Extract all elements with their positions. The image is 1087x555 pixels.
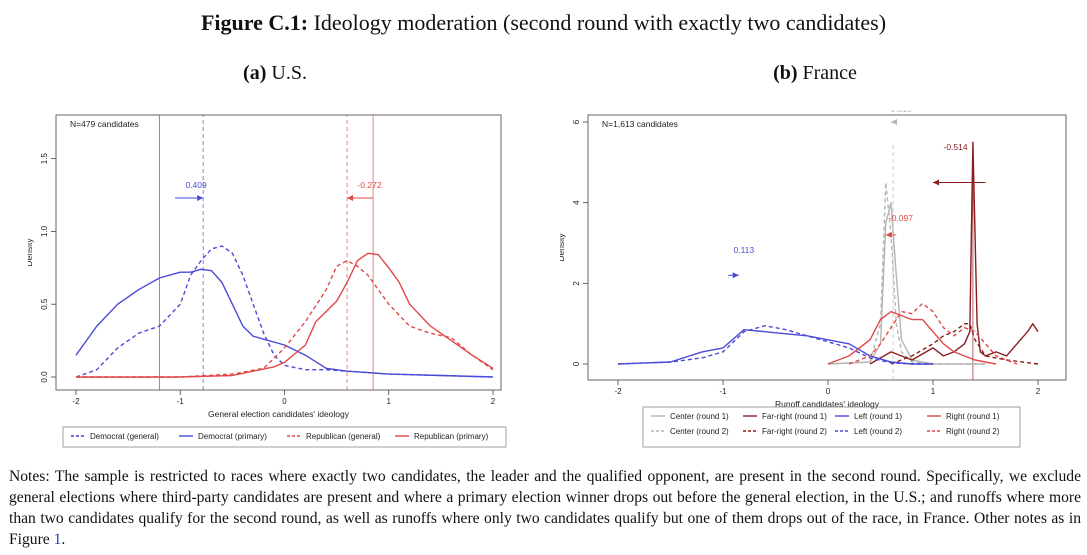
x-tick-label: 0: [282, 397, 287, 406]
y-tick-label: 6: [572, 119, 581, 124]
shift-arrowhead-2: [891, 119, 897, 125]
x-tick-label: 1: [387, 397, 392, 406]
plot-frame: [55, 114, 502, 391]
y-axis-label: Density: [560, 233, 566, 262]
notes-end: .: [61, 531, 66, 548]
series-left-round-2: [617, 325, 933, 365]
shift-arrowhead-2: [347, 194, 354, 201]
shift-label-4: -0.514: [944, 142, 968, 152]
figure-label: Figure C.1:: [200, 10, 309, 35]
legend-box: [642, 406, 1021, 448]
x-tick-label: 0: [826, 387, 831, 396]
series-democrat-general: [75, 245, 494, 378]
legend-label-center-round-2: Center (round 2): [670, 427, 729, 436]
panel-a-title: (a) U.S.: [140, 62, 410, 85]
y-tick-label: 4: [572, 200, 581, 205]
legend-label-republican-primary: Republican (primary): [414, 432, 489, 441]
series-right-round-1: [827, 310, 997, 365]
series-far-right-round-1: [869, 141, 1039, 365]
legend-label-left-round-2: Left (round 2): [854, 427, 902, 436]
shift-label-2: -0.272: [357, 180, 381, 190]
chart-france: N=1,613 candidates -2 -1 0 1 2 0 2 4 6 Runoff cand…: [560, 110, 1067, 448]
x-tick-label: -1: [177, 397, 185, 406]
legend-label-republican-general: Republican (general): [306, 432, 381, 441]
series-center-round-1: [827, 202, 986, 365]
x-tick-label: 1: [931, 387, 936, 396]
x-axis-label: General election candidates' ideology: [208, 409, 350, 419]
x-tick-label: -2: [614, 387, 622, 396]
legend-label-democrat-general: Democrat (general): [90, 432, 159, 441]
series-left-round-1: [617, 329, 933, 365]
x-tick-label: 2: [1036, 387, 1041, 396]
panel-a-name: U.S.: [271, 62, 307, 84]
x-tick-label: -2: [72, 397, 80, 406]
figure-title-text: Ideology moderation (second round with e…: [313, 10, 887, 35]
series-right-round-2: [848, 302, 1018, 365]
series-republican-general: [76, 259, 494, 378]
panel-a-label: (a): [243, 62, 267, 84]
notes-text: Notes: The sample is restricted to races…: [9, 468, 1081, 548]
x-axis-label: Runoff candidates' ideology: [775, 399, 880, 409]
x-tick-label: 2: [491, 397, 496, 406]
figure-notes: Notes: The sample is restricted to races…: [9, 466, 1081, 550]
legend-box: [62, 426, 507, 448]
panel-b-label: (b): [773, 62, 798, 84]
legend-label-democrat-primary: Democrat (primary): [198, 432, 267, 441]
shift-label-3: -0.097: [889, 213, 913, 223]
series-democrat-primary: [75, 268, 494, 378]
shift-label-2: -0.019: [888, 110, 912, 114]
sample-size-label: N=479 candidates: [70, 119, 139, 129]
figure-title: Figure C.1: Ideology moderation (second …: [0, 10, 1087, 36]
shift-label-1: 0.409: [185, 180, 207, 190]
notes-figure-ref[interactable]: 1: [53, 531, 62, 548]
legend-label-center-round-1: Center (round 1): [670, 412, 729, 421]
legend-label-right-round-2: Right (round 2): [946, 427, 1000, 436]
shift-arrowhead-1: [732, 272, 739, 279]
panel-b-title: (b) France: [680, 62, 950, 85]
legend-label-right-round-1: Right (round 1): [946, 412, 1000, 421]
y-axis-label: Density: [28, 238, 34, 267]
shift-arrowhead-4: [933, 179, 939, 186]
y-tick-label: 1.5: [40, 153, 49, 165]
x-tick-label: -1: [719, 387, 727, 396]
shift-arrowhead-3: [885, 231, 892, 238]
panel-b-name: France: [802, 62, 857, 84]
series-center-round-2: [827, 181, 986, 365]
legend-label-far-right-round-1: Far-right (round 1): [762, 412, 827, 421]
sample-size-label: N=1,613 candidates: [602, 119, 678, 129]
y-tick-label: 2: [572, 281, 581, 286]
shift-arrowhead-1: [197, 194, 204, 201]
y-tick-label: 0.0: [40, 371, 49, 383]
y-tick-label: 1.0: [40, 225, 49, 237]
series-republican-primary: [76, 252, 494, 378]
chart-us: N=479 candidates -2 -1 0 1 2 0.0 0.5 1.0 1.5 Gener…: [28, 114, 507, 448]
shift-label-1: 0.113: [734, 245, 755, 255]
y-tick-label: 0.5: [40, 298, 49, 310]
legend-label-left-round-1: Left (round 1): [854, 412, 902, 421]
legend-label-far-right-round-2: Far-right (round 2): [762, 427, 827, 436]
series-far-right-round-2: [890, 323, 1039, 365]
plot-frame: [587, 114, 1067, 381]
y-tick-label: 0: [572, 361, 581, 366]
